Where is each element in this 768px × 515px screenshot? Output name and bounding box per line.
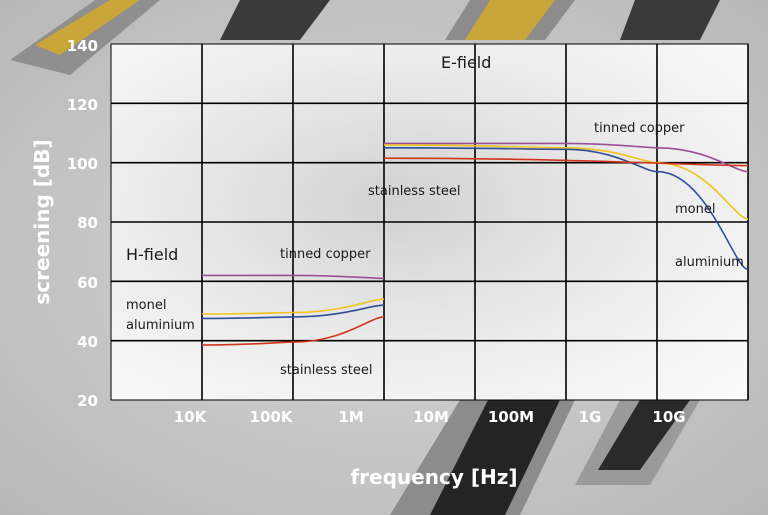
x-tick-labels: 10K 100K 1M 10M 100M 1G 10G: [174, 408, 686, 426]
y-tick-label: 40: [77, 333, 98, 351]
x-tick-label: 1M: [338, 408, 363, 426]
x-tick-label: 10G: [652, 408, 685, 426]
cable-strip: [598, 400, 690, 470]
y-tick-label: 80: [77, 214, 98, 232]
series-line-h-field-monel: [201, 298, 385, 315]
y-tick-label: 100: [67, 155, 98, 173]
series-line-h-field-tinned-copper: [202, 274, 385, 280]
series-line-e-field-monel: [383, 144, 749, 220]
y-tick-labels: 20 40 60 80 100 120 140: [67, 37, 98, 410]
h-field-label: H-field: [126, 245, 178, 264]
label-h-tinned-copper: tinned copper: [280, 247, 371, 262]
x-axis-title: frequency [Hz]: [350, 465, 517, 489]
series-line-e-field-tinned-copper: [384, 142, 749, 173]
y-axis-title: screening [dB]: [30, 139, 54, 304]
series-line-e-field-aluminium: [383, 147, 749, 271]
x-tick-label: 10M: [413, 408, 449, 426]
y-tick-label: 60: [77, 274, 98, 292]
series-line-h-field-stainless-steel: [201, 316, 385, 346]
y-tick-label: 20: [77, 392, 98, 410]
x-tick-label: 100M: [488, 408, 534, 426]
x-tick-label: 100K: [250, 408, 294, 426]
grid-lines: [111, 44, 749, 400]
label-h-aluminium: aluminium: [126, 318, 195, 333]
cable-strip: [430, 400, 560, 515]
series-line-e-field-stainless-steel: [383, 157, 749, 167]
label-e-aluminium: aluminium: [675, 255, 744, 270]
label-e-stainless-steel: stainless steel: [368, 184, 460, 199]
label-h-stainless-steel: stainless steel: [280, 363, 372, 378]
cable-strip: [620, 0, 720, 40]
label-h-monel: monel: [126, 298, 166, 313]
x-tick-label: 10K: [174, 408, 208, 426]
label-e-tinned-copper: tinned copper: [594, 121, 685, 136]
cable-strip: [220, 0, 330, 40]
e-field-label: E-field: [441, 53, 491, 72]
series-lines: [201, 142, 749, 346]
cable-strip: [465, 0, 555, 40]
label-e-monel: monel: [675, 202, 715, 217]
y-tick-label: 120: [67, 96, 98, 114]
cable-strip: [35, 0, 140, 55]
y-tick-label: 140: [67, 37, 98, 55]
x-tick-label: 1G: [579, 408, 602, 426]
series-line-h-field-aluminium: [201, 304, 385, 320]
